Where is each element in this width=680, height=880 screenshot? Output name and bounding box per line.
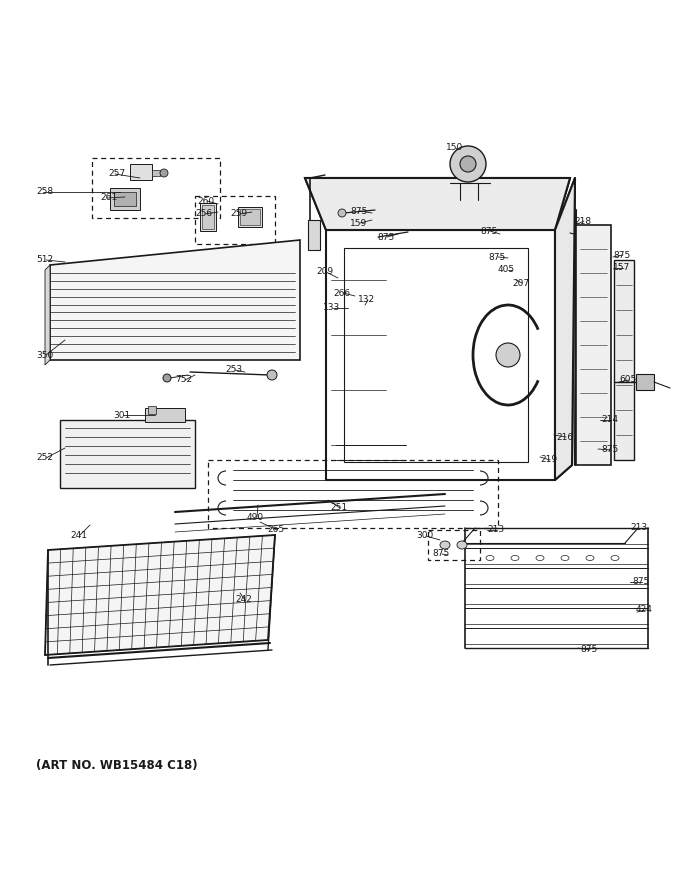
Text: 253: 253 [225,365,242,375]
Polygon shape [60,420,195,488]
Text: 875: 875 [613,251,630,260]
Bar [130,164,152,180]
Text: 242: 242 [235,596,252,605]
Text: 875: 875 [432,549,449,559]
Text: 257: 257 [108,170,125,179]
Text: 150: 150 [446,143,463,152]
Bar [240,209,260,225]
Polygon shape [555,178,575,480]
Bar [92,158,220,218]
Bar [202,205,214,229]
Text: 241: 241 [70,531,87,539]
Text: 218: 218 [574,216,591,225]
Polygon shape [45,265,50,365]
Circle shape [450,146,486,182]
Text: 219: 219 [540,456,557,465]
Text: 258: 258 [36,187,53,196]
Circle shape [496,343,520,367]
Text: 216: 216 [556,432,573,442]
Bar [636,374,654,390]
Bar [200,203,216,231]
Text: 875: 875 [632,577,649,586]
Text: 265: 265 [267,525,284,534]
Text: 261: 261 [100,194,117,202]
Circle shape [460,156,476,172]
Bar [152,170,160,176]
Text: 405: 405 [498,266,515,275]
Bar [344,248,528,462]
Bar [110,188,140,210]
Text: 157: 157 [613,263,630,273]
Text: 133: 133 [323,304,340,312]
Text: 132: 132 [358,296,375,304]
Circle shape [163,374,171,382]
Text: 424: 424 [636,605,653,614]
Text: 875: 875 [480,226,497,236]
Text: 301: 301 [113,410,131,420]
Text: 260: 260 [197,196,214,206]
Text: 266: 266 [333,289,350,297]
Text: 875: 875 [601,445,618,454]
Text: 256: 256 [195,209,212,218]
Polygon shape [50,240,300,360]
Text: 875: 875 [350,207,367,216]
Bar [148,406,156,414]
Bar [308,220,320,250]
Circle shape [160,169,168,177]
Text: 875: 875 [488,253,505,261]
Bar [238,207,262,227]
Ellipse shape [457,541,467,549]
Polygon shape [305,178,570,230]
Bar [195,196,275,244]
Text: 207: 207 [512,278,529,288]
Text: 213: 213 [487,525,504,534]
Text: 875: 875 [580,646,597,655]
Text: 875: 875 [377,232,394,241]
Text: 350: 350 [36,350,53,360]
Bar [145,408,185,422]
Text: 214: 214 [601,415,618,424]
Text: 252: 252 [36,453,53,463]
Polygon shape [45,535,275,655]
Text: 490: 490 [247,512,264,522]
Bar [428,530,480,560]
Text: 300: 300 [416,532,433,540]
Text: 209: 209 [316,268,333,276]
Circle shape [338,209,346,217]
Ellipse shape [440,541,450,549]
Text: (ART NO. WB15484 C18): (ART NO. WB15484 C18) [36,759,198,772]
Bar [114,192,136,206]
Bar [208,460,498,528]
Circle shape [267,370,277,380]
Text: 259: 259 [230,209,247,218]
Text: 251: 251 [330,503,347,512]
Bar [614,260,634,460]
Text: 213: 213 [630,524,647,532]
Text: 159: 159 [350,218,367,228]
Text: 512: 512 [36,255,53,265]
Text: 752: 752 [175,376,192,385]
Bar [576,225,611,465]
Text: 605: 605 [619,376,636,385]
